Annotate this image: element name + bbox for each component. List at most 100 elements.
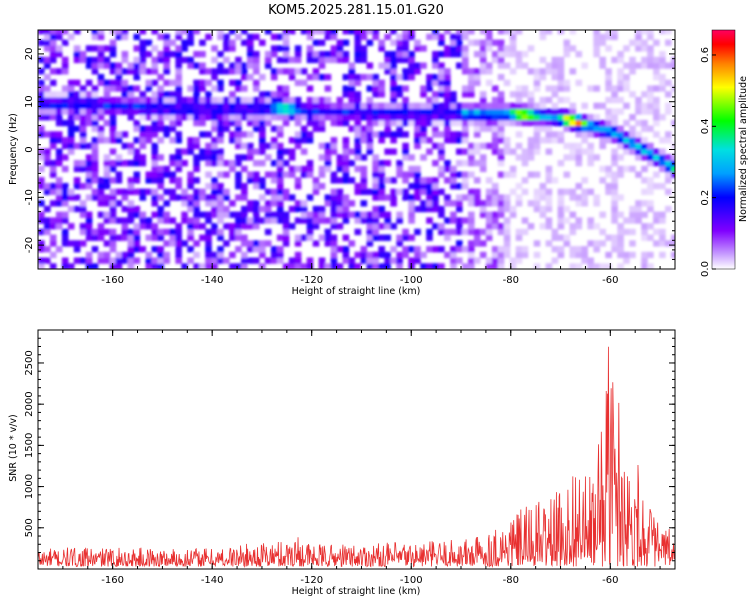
heatmap-cell (420, 251, 427, 259)
heatmap-cell (444, 45, 451, 52)
heatmap-cell (342, 56, 350, 64)
heatmap-cell (312, 217, 320, 224)
heatmap-cell (217, 114, 224, 121)
heatmap-cell (217, 33, 224, 41)
heatmap-cell (91, 96, 99, 104)
heatmap-cell (49, 68, 57, 75)
heatmap-cell (593, 114, 600, 121)
heatmap-cell (456, 137, 463, 144)
heatmap-cell (653, 228, 660, 236)
heatmap-cell (127, 228, 135, 236)
heatmap-cell (67, 102, 75, 109)
heatmap-cell (103, 160, 111, 167)
heatmap-cell (342, 39, 350, 46)
heatmap-cell (276, 102, 284, 109)
heatmap-cell (557, 234, 565, 241)
heatmap-cell (366, 39, 374, 46)
heatmap-cell (336, 194, 344, 201)
heatmap-cell (199, 62, 206, 69)
heatmap-cell (127, 142, 135, 150)
heatmap-cell (342, 246, 350, 253)
heatmap-cell (629, 39, 636, 46)
heatmap-cell (199, 114, 206, 121)
heatmap-cell (157, 51, 164, 58)
heatmap-cell (163, 228, 170, 236)
heatmap-cell (575, 131, 583, 138)
heatmap-cell (420, 137, 427, 144)
heatmap-cell (187, 33, 194, 41)
heatmap-cell (151, 228, 159, 236)
heatmap-cell (97, 56, 105, 64)
heatmap-cell (97, 211, 105, 218)
heatmap-cell (575, 183, 583, 190)
heatmap-cell (372, 102, 379, 109)
heatmap-cell (659, 148, 666, 155)
heatmap-cell (264, 211, 272, 218)
heatmap-cell (241, 211, 248, 218)
heatmap-cell (109, 85, 117, 92)
heatmap-cell (545, 125, 553, 132)
heatmap-cell (241, 74, 248, 81)
chart-title: KOM5.2025.281.15.01.G20 (268, 3, 444, 18)
heatmap-cell (408, 205, 415, 213)
heatmap-cell (91, 125, 99, 132)
heatmap-cell (55, 160, 63, 167)
heatmap-cell (157, 251, 164, 259)
heatmap-cell (473, 39, 481, 46)
heatmap-cell (67, 96, 75, 104)
bottom-y-tick-label: 2000 (24, 391, 35, 416)
heatmap-cell (366, 142, 374, 150)
heatmap-cell (653, 68, 660, 75)
heatmap-cell (515, 131, 523, 138)
heatmap-cell (259, 240, 266, 247)
heatmap-cell (61, 194, 69, 201)
heatmap-cell (551, 246, 559, 253)
heatmap-cell (294, 234, 302, 241)
heatmap-cell (366, 30, 374, 35)
heatmap-cell (342, 51, 350, 58)
heatmap-cell (545, 165, 553, 173)
heatmap-cell (169, 91, 176, 98)
heatmap-cell (294, 142, 302, 150)
heatmap-cell (515, 142, 523, 150)
heatmap-cell (181, 160, 188, 167)
heatmap-cell (569, 125, 577, 132)
heatmap-cell (217, 234, 224, 241)
heatmap-cell (336, 39, 344, 46)
heatmap-cell (629, 240, 636, 247)
heatmap-cell (133, 33, 141, 41)
snr-series-line (38, 346, 675, 569)
heatmap-cell (515, 200, 523, 207)
heatmap-cell (217, 154, 224, 161)
heatmap-cell (276, 45, 284, 52)
heatmap-cell (402, 119, 409, 127)
heatmap-cell (515, 30, 523, 35)
heatmap-cell (259, 119, 266, 127)
heatmap-cell (73, 102, 81, 109)
heatmap-cell (575, 79, 583, 86)
heatmap-cell (44, 102, 51, 109)
heatmap-cell (557, 217, 565, 224)
heatmap-cell (659, 234, 666, 241)
heatmap-cell (241, 183, 248, 190)
heatmap-cell (276, 194, 284, 201)
heatmap-cell (187, 102, 194, 109)
heatmap-cell (282, 102, 290, 109)
heatmap-cell (408, 62, 415, 69)
heatmap-cell (599, 56, 606, 64)
heatmap-cell (539, 137, 547, 144)
heatmap-cell (372, 177, 379, 184)
heatmap-cell (641, 223, 648, 230)
heatmap-cell (497, 119, 505, 127)
heatmap-cell (336, 160, 344, 167)
heatmap-cell (259, 137, 266, 144)
heatmap-cell (169, 96, 176, 104)
heatmap-cell (444, 177, 451, 184)
heatmap-cell (336, 102, 344, 109)
heatmap-cell (462, 125, 469, 132)
heatmap-cell (635, 33, 642, 41)
heatmap-cell (479, 119, 487, 127)
heatmap-cell (539, 68, 547, 75)
heatmap-cell (157, 205, 164, 213)
heatmap-cell (485, 200, 493, 207)
